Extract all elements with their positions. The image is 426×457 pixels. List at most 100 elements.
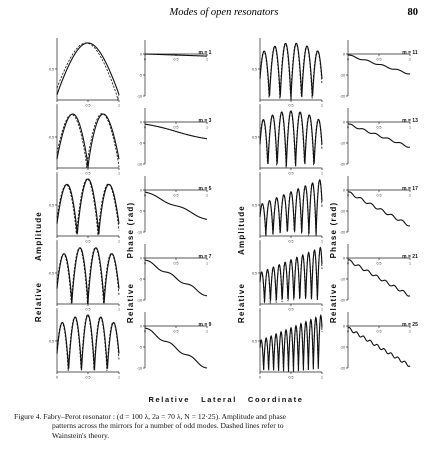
x-tick-label: 1: [118, 376, 120, 380]
x-tick-label: 0.5: [86, 308, 91, 312]
amplitude-curve-theory: [259, 246, 323, 304]
y-tick-label: -10: [340, 73, 345, 77]
y-tick-label: 0.5: [252, 203, 257, 207]
panel-m3: 0 0.5 1 0.5 0 0.5 1 0 -5 -10 m = 3: [49, 106, 212, 176]
y-tick-label: -20: [340, 94, 345, 98]
y-label-amplitude-left: Amplitude: [34, 211, 43, 261]
y-label-relative-phase-right: Relative: [329, 283, 338, 323]
y-tick-label: -20: [340, 366, 345, 370]
phase-curve: [347, 123, 411, 148]
y-tick-label: 0.5: [49, 339, 54, 343]
y-tick-label: 0: [140, 120, 142, 124]
y-tick-label: -20: [340, 162, 345, 166]
x-tick-label: 1: [321, 376, 323, 380]
amplitude-curve: [259, 314, 323, 372]
y-tick-label: -5: [139, 277, 142, 281]
x-tick-label: 0: [144, 126, 146, 130]
x-tick-label: 0: [347, 58, 349, 62]
y-tick-label: -5: [139, 345, 142, 349]
y-tick-label: -10: [340, 277, 345, 281]
y-tick-label: 0: [140, 188, 142, 192]
y-tick-label: -5: [139, 209, 142, 213]
caption-line-1: Figure 4. Fabry–Perot resonator : (d = 1…: [14, 412, 287, 421]
x-tick-label: 0.5: [377, 58, 382, 62]
y-tick-label: -10: [137, 366, 142, 370]
amplitude-curve: [259, 246, 323, 302]
x-tick-label: 0: [56, 104, 58, 108]
amplitude-curve-theory: [56, 42, 120, 102]
panel-m25: 0 0.5 1 0.5 0 0.5 1 0 -10 -20 m = 25: [252, 310, 418, 380]
x-tick-label: 1: [118, 172, 120, 176]
amplitude-curve: [56, 178, 120, 235]
phase-curve: [144, 259, 208, 297]
phase-curve: [144, 327, 208, 369]
x-tick-label: 0.5: [377, 262, 382, 266]
x-tick-label: 1: [206, 126, 208, 130]
phase-curve: [347, 259, 411, 297]
mode-label: m = 25: [402, 322, 418, 328]
amplitude-curve: [259, 110, 323, 167]
x-tick-label: 1: [118, 240, 120, 244]
phase-curve: [144, 123, 208, 140]
amplitude-axes: [56, 174, 119, 237]
amplitude-curve-theory: [56, 113, 120, 168]
x-tick-label: 1: [206, 194, 208, 198]
amplitude-curve-theory: [56, 314, 120, 372]
y-tick-label: -20: [340, 230, 345, 234]
x-tick-label: 0.5: [174, 194, 179, 198]
y-tick-label: 0.5: [49, 67, 54, 71]
panel-m21: 0 0.5 1 0.5 0 0.5 1 0 -10 -20 m = 21: [252, 242, 418, 312]
caption-line-3: Wainstein's theory.: [52, 430, 110, 440]
amplitude-curve: [56, 42, 120, 96]
x-tick-label: 1: [206, 330, 208, 334]
x-tick-label: 1: [409, 58, 411, 62]
amplitude-curve-theory: [56, 178, 120, 236]
y-tick-label: 0: [140, 256, 142, 260]
x-tick-label: 0.5: [289, 240, 294, 244]
y-tick-label: 0: [140, 324, 142, 328]
y-tick-label: -5: [139, 141, 142, 145]
amplitude-curve: [259, 179, 323, 236]
x-tick-label: 0.5: [86, 240, 91, 244]
mode-label: m = 17: [402, 186, 418, 192]
x-tick-label: 0: [144, 194, 146, 198]
y-label-phase-left: Phase (rad): [126, 202, 135, 259]
y-label-relative-phase-left: Relative: [126, 283, 135, 323]
x-tick-label: 0.5: [86, 376, 91, 380]
panel-m11: 0 0.5 1 0.5 0 0.5 1 0 -10 -20 m = 11: [252, 38, 418, 108]
y-tick-label: 0: [343, 188, 345, 192]
x-tick-label: 0: [144, 262, 146, 266]
x-tick-label: 0.5: [174, 126, 179, 130]
y-label-phase-right: Phase (rad): [329, 202, 338, 259]
amplitude-axes: [56, 38, 119, 101]
amplitude-curve-theory: [259, 179, 323, 236]
x-tick-label: 1: [321, 172, 323, 176]
x-tick-label: 0: [259, 308, 261, 312]
mode-label: m = 7: [199, 254, 212, 260]
caption-line-2: patterns across the mirrors for a number…: [52, 421, 284, 431]
x-tick-label: 0.5: [377, 330, 382, 334]
mode-label: m = 21: [402, 254, 418, 260]
y-tick-label: -10: [340, 345, 345, 349]
x-tick-label: 0: [259, 376, 261, 380]
panel-m13: 0 0.5 1 0.5 0 0.5 1 0 -10 -20 m = 13: [252, 106, 418, 176]
y-tick-label: 0: [343, 256, 345, 260]
x-tick-label: 0.5: [289, 376, 294, 380]
x-tick-label: 1: [118, 104, 120, 108]
x-tick-label: 0: [56, 240, 58, 244]
amplitude-curve: [56, 314, 120, 371]
mode-label: m = 13: [402, 118, 418, 124]
x-tick-label: 0: [56, 308, 58, 312]
x-tick-label: 1: [206, 262, 208, 266]
y-tick-label: -10: [137, 94, 142, 98]
y-tick-label: 0.5: [252, 271, 257, 275]
amplitude-curve-theory: [259, 42, 323, 100]
x-tick-label: 1: [321, 308, 323, 312]
x-tick-label: 0: [259, 172, 261, 176]
y-label-relative-left: Relative: [34, 282, 43, 322]
x-tick-label: 0: [56, 376, 58, 380]
x-tick-label: 0: [259, 104, 261, 108]
amplitude-curve: [56, 113, 120, 169]
amplitude-curve-theory: [56, 247, 120, 304]
mode-label: m = 1: [199, 50, 212, 56]
